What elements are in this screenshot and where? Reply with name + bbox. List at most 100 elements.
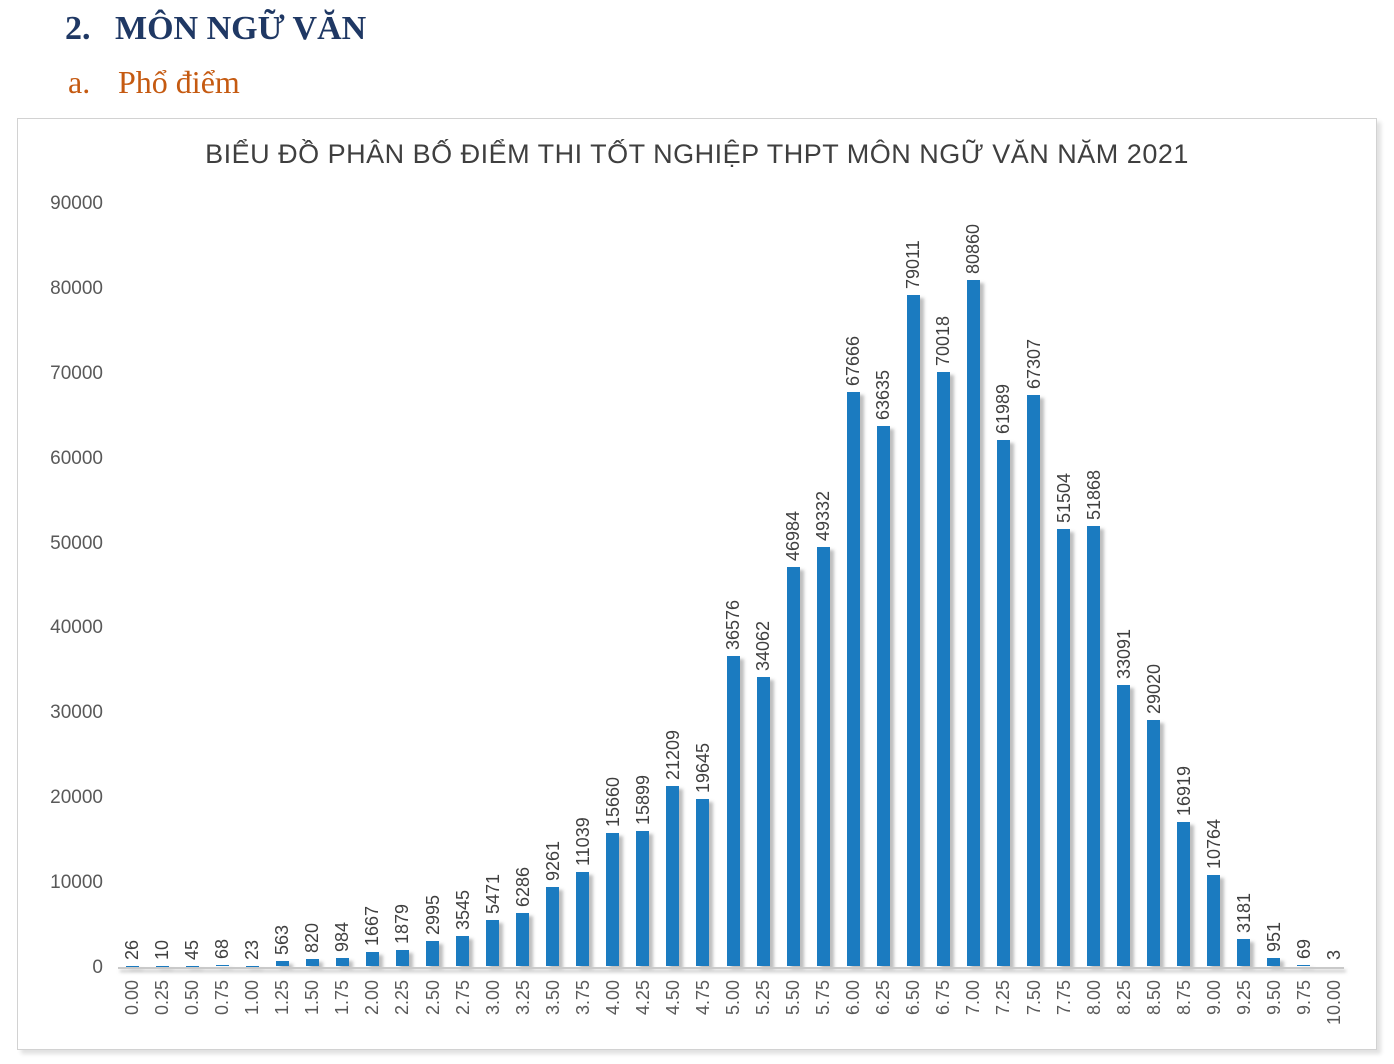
x-axis-tick-label: 2.75 — [452, 980, 473, 1016]
bar — [395, 950, 409, 966]
bar-value-label: 49332 — [813, 491, 834, 542]
x-axis-tick-label: 6.50 — [903, 980, 924, 1016]
bar-value-label: 26 — [122, 939, 142, 960]
bar-value-label: 2995 — [422, 894, 443, 935]
x-axis-tick-label: 0.00 — [122, 980, 142, 1016]
bar — [906, 295, 920, 966]
x-axis-tick-label: 1.00 — [242, 980, 263, 1016]
bar-value-label: 21209 — [662, 729, 683, 780]
bar-value-label: 3545 — [452, 889, 473, 930]
x-axis-tick-label: 6.00 — [843, 980, 864, 1016]
x-axis-tick-label: 6.75 — [933, 980, 954, 1016]
bar — [936, 371, 950, 966]
x-axis-tick-label: 4.00 — [602, 980, 623, 1016]
section-heading: 2. MÔN NGỮ VĂN — [65, 10, 366, 48]
bar — [1207, 874, 1221, 966]
bar-value-label: 70018 — [933, 315, 954, 366]
bar — [576, 872, 590, 966]
subsection-title: Phổ điểm — [118, 64, 240, 100]
x-axis-tick-label: 5.25 — [753, 980, 774, 1016]
bar-value-label: 1879 — [392, 904, 413, 945]
bar — [966, 279, 980, 966]
x-axis-tick-label: 6.25 — [873, 980, 894, 1016]
x-axis-tick-label: 9.25 — [1233, 980, 1254, 1016]
bar — [876, 425, 890, 966]
bar — [1177, 822, 1191, 966]
score-distribution-chart: BIỂU ĐỒ PHÂN BỐ ĐIỂM THI TỐT NGHIỆP THPT… — [17, 118, 1377, 1050]
y-axis-tick-label: 0 — [92, 957, 103, 978]
y-axis-tick-label: 70000 — [50, 362, 103, 384]
bar-value-label: 45 — [182, 939, 203, 960]
bar-value-label: 23 — [242, 939, 263, 960]
bar-value-label: 36576 — [723, 599, 743, 650]
bar-value-label: 63635 — [873, 369, 894, 420]
x-axis-tick-label: 8.50 — [1143, 980, 1164, 1016]
bar — [756, 676, 770, 966]
y-axis-tick-label: 20000 — [50, 787, 103, 809]
bar — [486, 919, 500, 966]
y-axis-tick-label: 30000 — [50, 702, 103, 724]
bar-value-label: 46984 — [783, 511, 804, 562]
x-axis-tick-label: 7.50 — [1023, 980, 1044, 1016]
bar — [1147, 719, 1161, 966]
bar — [426, 940, 439, 966]
x-axis-tick-label: 1.25 — [272, 980, 293, 1016]
x-axis-tick-label: 3.25 — [512, 980, 533, 1016]
bar — [1027, 394, 1040, 966]
bar-value-label: 19645 — [692, 743, 713, 794]
x-axis-tick-label: 1.75 — [332, 980, 353, 1016]
x-axis-tick-label: 3.00 — [482, 980, 503, 1016]
bar-value-label: 51504 — [1053, 472, 1074, 523]
x-axis-tick-label: 2.50 — [422, 980, 443, 1016]
bar-value-label: 6286 — [512, 866, 533, 907]
y-axis-tick-label: 10000 — [50, 872, 103, 894]
x-axis-tick-label: 2.25 — [392, 980, 413, 1016]
bar — [1237, 939, 1251, 966]
bar — [636, 831, 650, 966]
subsection-letter: a. — [68, 64, 91, 100]
section-title: MÔN NGỮ VĂN — [115, 10, 367, 47]
bar-value-label: 34062 — [753, 620, 774, 671]
x-axis-tick-label: 10.00 — [1324, 980, 1344, 1026]
x-axis-tick-label: 5.50 — [783, 980, 804, 1016]
bar-value-label: 67307 — [1023, 338, 1044, 389]
x-axis-tick-label: 4.75 — [692, 980, 713, 1016]
bar — [846, 391, 860, 966]
bar — [1057, 528, 1071, 966]
bar-value-label: 1667 — [362, 905, 383, 946]
x-axis-tick-label: 8.75 — [1173, 980, 1194, 1016]
bar — [996, 439, 1010, 966]
x-axis-tick-label: 9.00 — [1203, 980, 1224, 1016]
bar-value-label: 3 — [1324, 949, 1344, 960]
x-axis-tick-label: 8.00 — [1083, 980, 1104, 1016]
x-axis-tick-label: 0.25 — [152, 980, 173, 1016]
bar — [275, 961, 289, 966]
bar-value-label: 79011 — [903, 240, 924, 290]
bar-value-label: 984 — [332, 921, 353, 952]
x-axis-tick-label: 3.50 — [542, 980, 563, 1016]
bar-value-label: 11039 — [572, 817, 593, 867]
bar-value-label: 29020 — [1143, 663, 1164, 714]
bar — [215, 965, 229, 966]
subsection-heading: a. Phổ điểm — [68, 64, 240, 101]
bar-value-label: 16919 — [1173, 766, 1194, 817]
x-axis-tick-label: 7.25 — [993, 980, 1014, 1016]
bar-value-label: 67666 — [843, 335, 864, 386]
bar-value-label: 61989 — [993, 383, 1014, 434]
bar — [696, 799, 710, 966]
bar-value-label: 10 — [152, 939, 173, 960]
bar-value-label: 68 — [212, 939, 233, 960]
chart-title: BIỂU ĐỒ PHÂN BỐ ĐIỂM THI TỐT NGHIỆP THPT… — [205, 139, 1189, 169]
bar-value-label: 951 — [1263, 921, 1284, 952]
bar — [456, 935, 470, 966]
bar — [516, 912, 530, 966]
bar — [1267, 957, 1281, 966]
x-axis-tick-label: 0.75 — [212, 980, 233, 1016]
bar — [305, 959, 319, 966]
x-axis-tick-label: 2.00 — [362, 980, 383, 1016]
y-axis-tick-label: 80000 — [50, 277, 103, 299]
x-axis-tick-label: 4.50 — [662, 980, 683, 1016]
x-axis-tick-label: 9.75 — [1293, 980, 1314, 1016]
bar-value-label: 51868 — [1083, 469, 1104, 520]
bar-value-label: 3181 — [1233, 892, 1254, 933]
